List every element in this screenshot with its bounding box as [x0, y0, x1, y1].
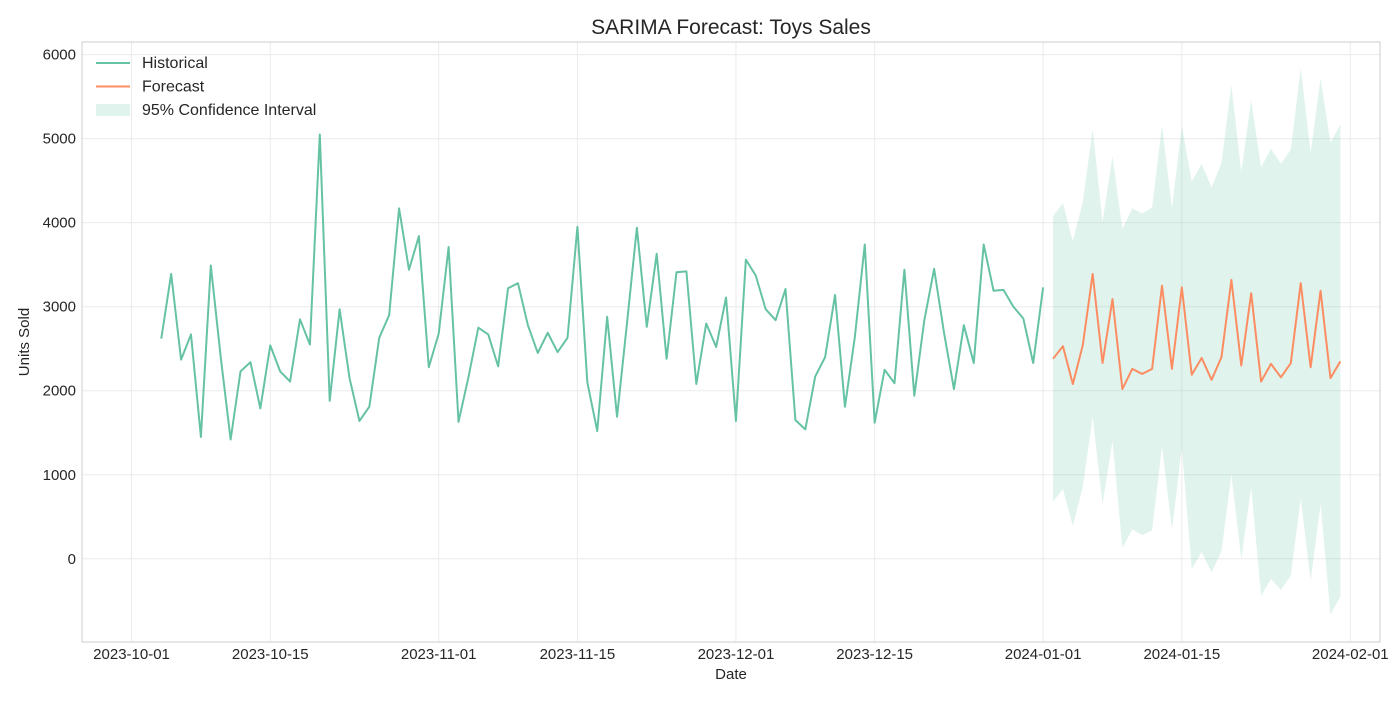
series-lines-layer: [160, 133, 1342, 441]
x-tick-label: 2023-10-01: [93, 646, 170, 663]
historical-line: [160, 133, 1045, 441]
plot-background: [82, 42, 1380, 642]
x-tick-label: 2023-10-15: [232, 646, 309, 663]
plot-frame: [81, 41, 1381, 643]
legend: Historical Forecast 95% Confidence Interva…: [96, 55, 316, 119]
x-tick-label: 2023-12-15: [836, 646, 913, 663]
x-tick-label: 2024-01-01: [1005, 646, 1082, 663]
grid: [82, 42, 1380, 642]
confidence-interval-layer: [1053, 68, 1341, 615]
x-axis-label: Date: [715, 666, 747, 683]
y-tick-label: 2000: [43, 383, 76, 400]
x-tick-label: 2023-11-01: [401, 646, 477, 663]
legend-label: Historical: [142, 55, 208, 72]
legend-swatch: [96, 104, 130, 116]
legend-label: 95% Confidence Interval: [142, 102, 316, 119]
forecast-line: [1052, 272, 1342, 391]
y-tick-label: 4000: [43, 215, 76, 232]
y-tick-label: 0: [68, 551, 76, 568]
x-tick-label: 2023-11-15: [540, 646, 616, 663]
chart-title: SARIMA Forecast: Toys Sales: [591, 16, 871, 39]
x-tick-label: 2024-02-01: [1312, 646, 1389, 663]
legend-label: Forecast: [142, 79, 205, 96]
y-axis-label: Units Sold: [16, 308, 33, 376]
confidence-interval-band: [1053, 68, 1341, 615]
y-tick-label: 1000: [43, 467, 76, 484]
tick-labels: 2023-10-01 2023-10-15 2023-11-01 2023-11-15…: [43, 47, 1389, 663]
y-tick-label: 3000: [43, 299, 76, 316]
y-tick-label: 5000: [43, 131, 76, 148]
x-tick-label: 2023-12-01: [698, 646, 775, 663]
x-tick-label: 2024-01-15: [1143, 646, 1220, 663]
y-tick-label: 6000: [43, 47, 76, 64]
